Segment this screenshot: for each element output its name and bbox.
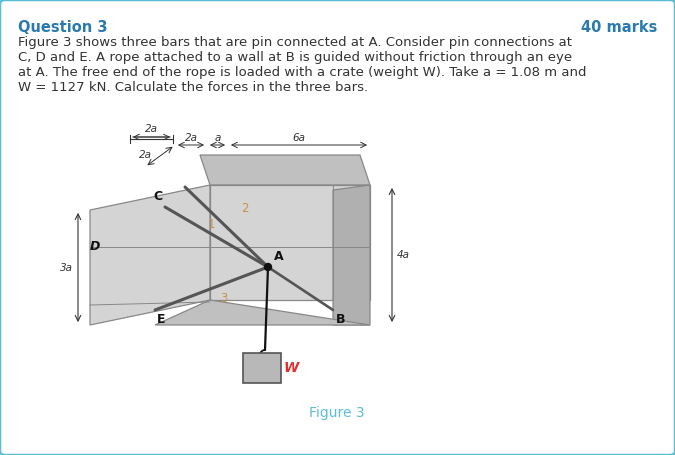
Text: W = 1127 kN. Calculate the forces in the three bars.: W = 1127 kN. Calculate the forces in the… — [18, 81, 368, 94]
Text: W: W — [284, 361, 299, 375]
Text: 6a: 6a — [292, 133, 306, 143]
Text: 1: 1 — [208, 218, 215, 232]
Text: D: D — [90, 241, 100, 253]
Polygon shape — [210, 185, 370, 300]
Text: 2a: 2a — [139, 150, 152, 160]
Polygon shape — [333, 185, 370, 325]
Text: A: A — [274, 250, 284, 263]
Text: Question 3: Question 3 — [18, 20, 107, 35]
Polygon shape — [90, 185, 210, 325]
Text: 40 marks: 40 marks — [580, 20, 657, 35]
Text: 3: 3 — [220, 292, 227, 305]
Text: at A. The free end of the rope is loaded with a crate (weight W). Take a = 1.08 : at A. The free end of the rope is loaded… — [18, 66, 587, 79]
Text: 2a: 2a — [145, 124, 158, 134]
Polygon shape — [155, 300, 370, 325]
Text: Figure 3: Figure 3 — [309, 406, 365, 420]
Text: 2a: 2a — [184, 133, 198, 143]
Text: 2: 2 — [241, 202, 248, 216]
Text: Figure 3 shows three bars that are pin connected at A. Consider pin connections : Figure 3 shows three bars that are pin c… — [18, 36, 572, 49]
Text: B: B — [336, 313, 346, 326]
Bar — [243, 353, 281, 383]
Polygon shape — [200, 155, 370, 185]
Text: E: E — [157, 313, 165, 326]
Text: 4a: 4a — [397, 250, 410, 260]
Text: a: a — [215, 133, 221, 143]
Text: C, D and E. A rope attached to a wall at B is guided without friction through an: C, D and E. A rope attached to a wall at… — [18, 51, 572, 64]
Circle shape — [265, 263, 271, 271]
Text: 3a: 3a — [60, 263, 73, 273]
Text: C: C — [154, 190, 163, 203]
